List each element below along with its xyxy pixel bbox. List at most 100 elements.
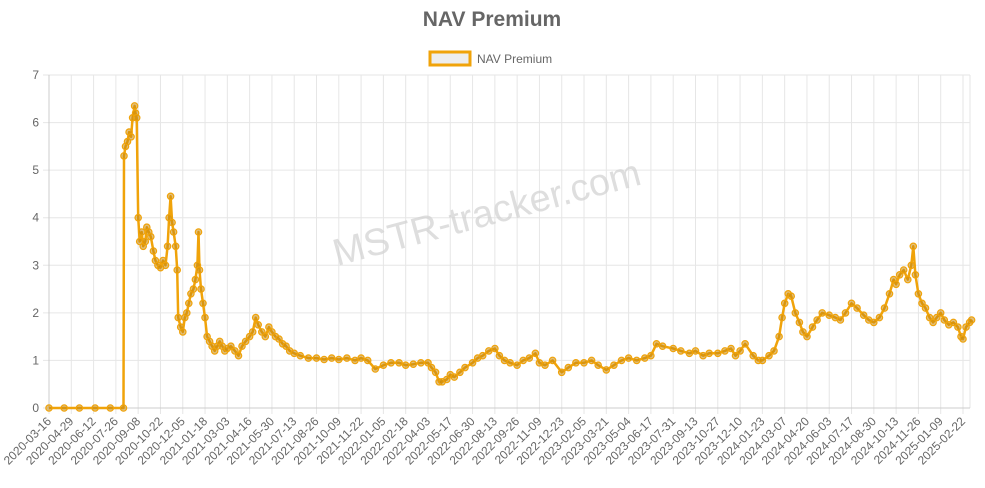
data-point[interactable]	[251, 313, 260, 322]
data-point[interactable]	[791, 309, 800, 317]
data-point[interactable]	[409, 360, 418, 369]
data-point[interactable]	[765, 351, 773, 360]
data-point[interactable]	[731, 351, 740, 360]
data-point[interactable]	[909, 242, 918, 251]
data-point[interactable]	[456, 368, 464, 377]
data-point[interactable]	[813, 316, 821, 324]
data-point[interactable]	[652, 339, 661, 348]
data-point[interactable]	[513, 361, 521, 370]
data-point[interactable]	[379, 361, 388, 370]
data-point[interactable]	[312, 354, 321, 362]
data-point[interactable]	[669, 344, 678, 353]
data-point[interactable]	[106, 404, 115, 412]
data-point[interactable]	[290, 349, 299, 358]
data-point[interactable]	[787, 292, 796, 301]
data-point[interactable]	[525, 354, 534, 362]
data-point[interactable]	[491, 344, 499, 353]
data-point[interactable]	[885, 289, 894, 298]
data-point[interactable]	[808, 323, 817, 331]
data-point[interactable]	[401, 361, 410, 370]
data-point[interactable]	[640, 354, 649, 362]
data-point[interactable]	[548, 356, 557, 365]
data-point[interactable]	[75, 404, 84, 412]
data-point[interactable]	[749, 351, 758, 360]
data-point[interactable]	[836, 316, 845, 324]
data-point[interactable]	[327, 354, 336, 362]
legend[interactable]: NAV Premium	[428, 50, 552, 67]
data-point[interactable]	[357, 354, 365, 362]
data-point[interactable]	[183, 309, 191, 317]
data-point[interactable]	[120, 152, 128, 160]
data-point[interactable]	[932, 313, 941, 322]
data-point[interactable]	[541, 361, 549, 370]
data-point[interactable]	[775, 332, 783, 341]
data-point[interactable]	[506, 358, 514, 367]
data-point[interactable]	[495, 351, 504, 360]
data-point[interactable]	[841, 309, 850, 317]
data-point[interactable]	[431, 368, 440, 377]
data-point[interactable]	[921, 304, 930, 312]
data-point[interactable]	[174, 313, 183, 322]
data-point[interactable]	[304, 354, 313, 362]
data-point[interactable]	[169, 228, 178, 236]
data-point[interactable]	[880, 304, 889, 312]
data-point[interactable]	[632, 356, 641, 365]
data-point[interactable]	[450, 373, 459, 381]
data-point[interactable]	[241, 337, 250, 346]
data-point[interactable]	[132, 114, 141, 122]
data-point[interactable]	[254, 320, 263, 329]
data-point[interactable]	[580, 358, 588, 367]
data-point[interactable]	[875, 313, 884, 322]
data-point[interactable]	[60, 404, 68, 412]
data-point[interactable]	[91, 404, 99, 412]
data-point[interactable]	[166, 192, 175, 201]
data-point[interactable]	[199, 299, 207, 308]
data-point[interactable]	[137, 228, 146, 236]
data-point[interactable]	[967, 316, 976, 324]
data-point[interactable]	[907, 261, 916, 270]
data-point[interactable]	[171, 242, 180, 251]
data-point[interactable]	[195, 266, 204, 274]
data-point[interactable]	[713, 349, 722, 358]
data-point[interactable]	[147, 232, 155, 241]
data-point[interactable]	[427, 363, 436, 372]
data-point[interactable]	[691, 347, 700, 355]
data-point[interactable]	[959, 335, 967, 343]
data-point[interactable]	[478, 351, 487, 360]
data-point[interactable]	[163, 242, 172, 251]
legend-label[interactable]: NAV Premium	[477, 52, 552, 66]
data-point[interactable]	[296, 351, 305, 360]
data-point[interactable]	[185, 299, 193, 308]
data-point[interactable]	[795, 318, 804, 327]
data-point[interactable]	[699, 351, 707, 360]
data-point[interactable]	[161, 261, 170, 270]
data-point[interactable]	[954, 323, 962, 331]
data-point[interactable]	[248, 328, 257, 336]
data-point[interactable]	[778, 313, 786, 322]
data-point[interactable]	[557, 368, 566, 377]
data-point[interactable]	[847, 299, 856, 308]
data-point[interactable]	[892, 280, 900, 289]
data-point[interactable]	[564, 363, 573, 372]
data-point[interactable]	[624, 354, 633, 362]
data-point[interactable]	[780, 299, 789, 308]
data-point[interactable]	[658, 342, 667, 351]
data-point[interactable]	[770, 347, 778, 355]
data-point[interactable]	[189, 285, 198, 293]
data-point[interactable]	[859, 311, 868, 320]
data-point[interactable]	[395, 358, 403, 367]
data-point[interactable]	[825, 311, 834, 320]
data-point[interactable]	[343, 354, 351, 362]
data-point[interactable]	[320, 355, 328, 364]
data-point[interactable]	[173, 266, 182, 274]
data-point[interactable]	[617, 356, 626, 365]
data-point[interactable]	[201, 313, 209, 322]
data-point[interactable]	[911, 270, 920, 279]
data-point[interactable]	[676, 347, 685, 355]
data-point[interactable]	[685, 349, 694, 358]
data-point[interactable]	[903, 275, 912, 284]
data-point[interactable]	[736, 347, 744, 355]
data-point[interactable]	[721, 347, 729, 355]
data-point[interactable]	[168, 218, 176, 227]
data-point[interactable]	[387, 358, 395, 367]
